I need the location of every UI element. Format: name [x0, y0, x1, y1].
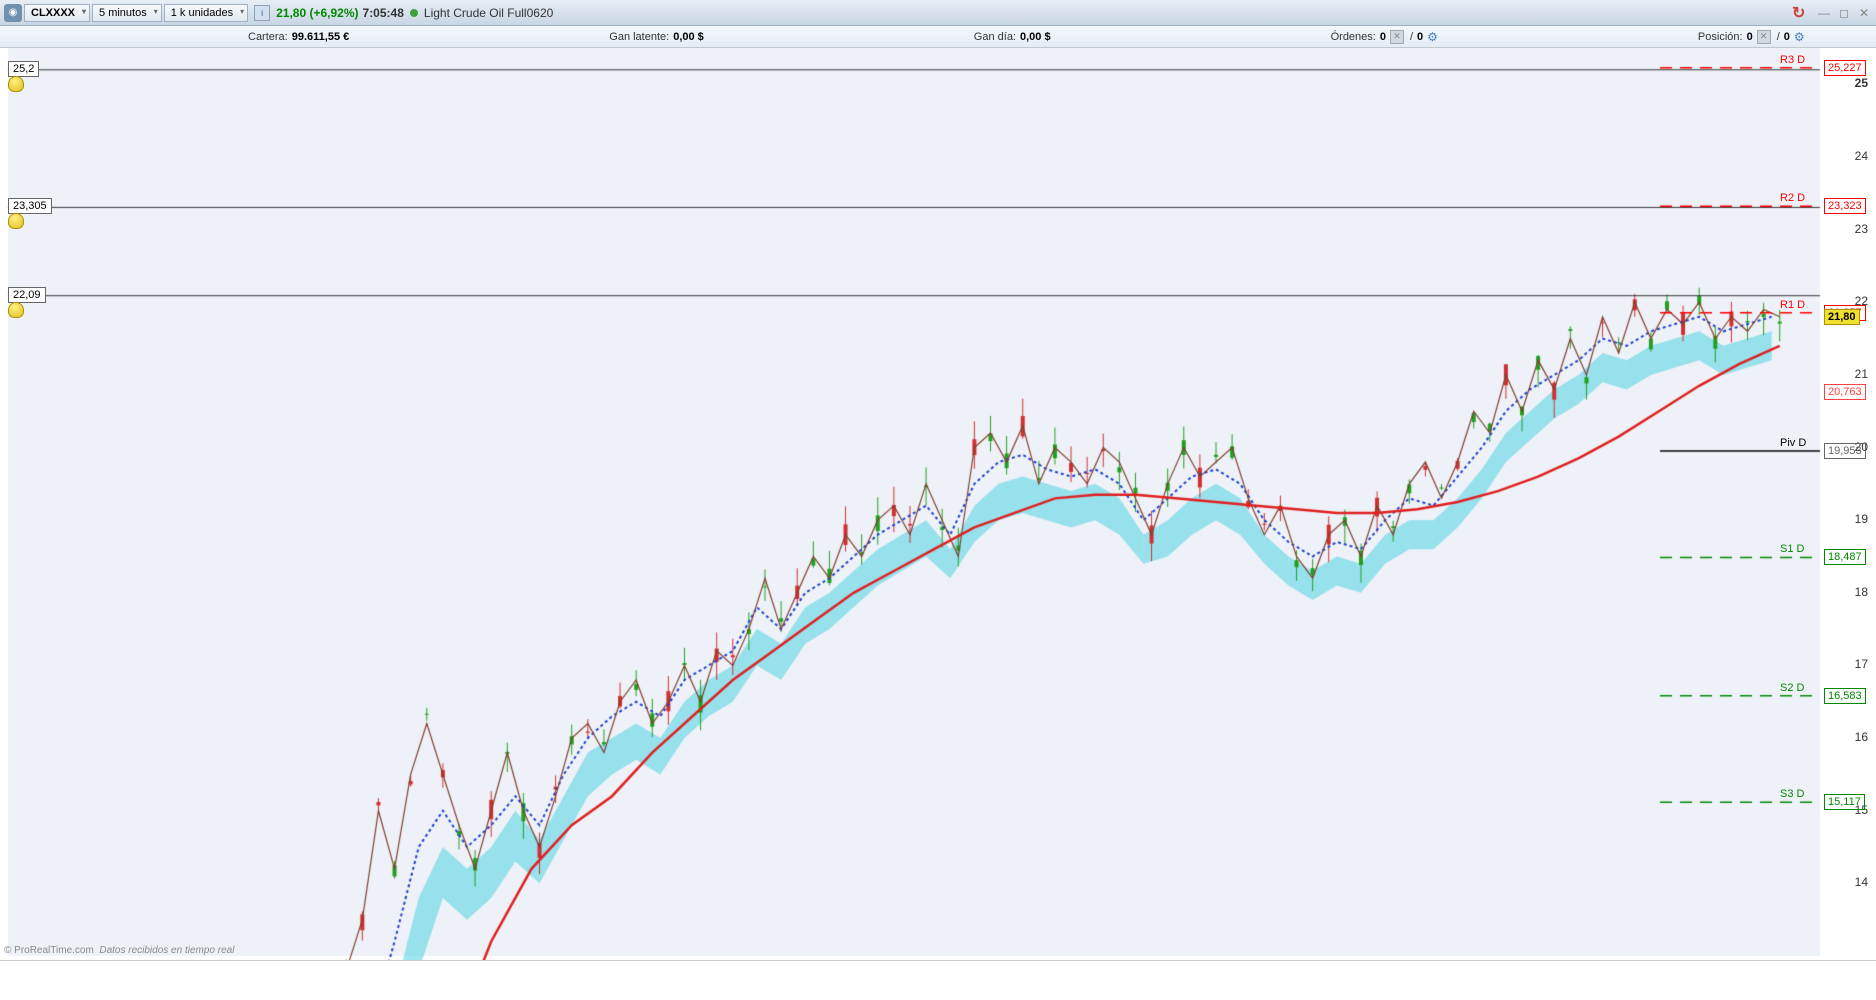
- footer-credits: © ProRealTime.com Datos recibidos en tie…: [4, 945, 234, 956]
- yaxis-tick: 23: [1828, 222, 1868, 236]
- ordenes-value2: 0: [1417, 31, 1423, 43]
- price-marker: 15,117: [1824, 794, 1865, 810]
- price-marker: 16,583: [1824, 688, 1866, 704]
- ordenes-gear-icon[interactable]: ⚙: [1427, 30, 1438, 44]
- pivot-label: S2 D: [1780, 682, 1804, 694]
- posicion-value2: 0: [1784, 31, 1790, 43]
- ordenes-label: Órdenes:: [1331, 31, 1376, 43]
- gandia-label: Gan día:: [974, 31, 1016, 43]
- instrument-name: Light Crude Oil Full0620: [424, 6, 553, 20]
- pivot-label: R2 D: [1780, 192, 1805, 204]
- bell-icon[interactable]: [8, 213, 24, 229]
- chart-area[interactable]: 25,2 23,305 22,09 R3 D R2 D R1 D Piv D S1 D S2 D…: [0, 48, 1876, 980]
- posicion-close-icon[interactable]: ✕: [1757, 30, 1771, 44]
- posicion-value: 0: [1747, 31, 1753, 43]
- pivot-label: R1 D: [1780, 299, 1805, 311]
- yaxis-tick: 21: [1828, 367, 1868, 381]
- app-icon[interactable]: ◉: [4, 4, 22, 22]
- price-value: 21,80 (+6,92%): [276, 6, 358, 20]
- yaxis-tick: 18: [1828, 585, 1868, 599]
- pivot-label: Piv D: [1780, 437, 1806, 449]
- time-axis-bar: [0, 960, 1876, 980]
- account-infobar: Cartera: 99.611,55 € Gan latente: 0,00 $…: [0, 26, 1876, 48]
- price-marker: 19,953: [1824, 443, 1866, 459]
- cartera-value: 99.611,55 €: [292, 31, 350, 43]
- info-icon[interactable]: i: [254, 5, 270, 21]
- cartera-label: Cartera:: [248, 31, 288, 43]
- price-marker: 23,323: [1824, 198, 1866, 214]
- posicion-label: Posición:: [1698, 31, 1743, 43]
- yaxis-tick: 16: [1828, 730, 1868, 744]
- yaxis-tick: 19: [1828, 512, 1868, 526]
- yaxis-tick: 14: [1828, 875, 1868, 889]
- price-marker: 18,487: [1824, 549, 1866, 565]
- yaxis-tick: 25: [1828, 76, 1868, 90]
- yaxis-tick: 24: [1828, 149, 1868, 163]
- symbol-dropdown[interactable]: CLXXXX: [24, 4, 90, 22]
- hline-label: 23,305: [8, 198, 52, 214]
- hline-label: 25,2: [8, 61, 39, 77]
- ordenes-value: 0: [1380, 31, 1386, 43]
- pivot-label: S3 D: [1780, 788, 1804, 800]
- ganlatente-label: Gan latente:: [609, 31, 669, 43]
- refresh-icon[interactable]: [1792, 3, 1812, 23]
- gandia-value: 0,00 $: [1020, 31, 1051, 43]
- close-button[interactable]: ✕: [1856, 5, 1872, 21]
- pivot-label: S1 D: [1780, 543, 1804, 555]
- ganlatente-value: 0,00 $: [673, 31, 704, 43]
- time-value: 7:05:48: [363, 6, 404, 20]
- posicion-gear-icon[interactable]: ⚙: [1794, 30, 1805, 44]
- maximize-button[interactable]: ◻: [1836, 5, 1852, 21]
- yaxis-tick: 17: [1828, 657, 1868, 671]
- ordenes-close-icon[interactable]: ✕: [1390, 30, 1404, 44]
- minimize-button[interactable]: —: [1816, 5, 1832, 21]
- price-marker: 20,763: [1824, 384, 1866, 400]
- units-dropdown[interactable]: 1 k unidades: [164, 4, 248, 22]
- price-chart-canvas[interactable]: [0, 48, 1876, 980]
- price-marker: 25,227: [1824, 60, 1866, 76]
- current-price-marker: 21,80: [1824, 309, 1860, 325]
- hline-label: 22,09: [8, 287, 46, 303]
- bell-icon[interactable]: [8, 76, 24, 92]
- status-dot-icon: [410, 9, 418, 17]
- timeframe-dropdown[interactable]: 5 minutos: [92, 4, 162, 22]
- main-toolbar: ◉ CLXXXX 5 minutos 1 k unidades i 21,80 …: [0, 0, 1876, 26]
- bell-icon[interactable]: [8, 302, 24, 318]
- pivot-label: R3 D: [1780, 54, 1805, 66]
